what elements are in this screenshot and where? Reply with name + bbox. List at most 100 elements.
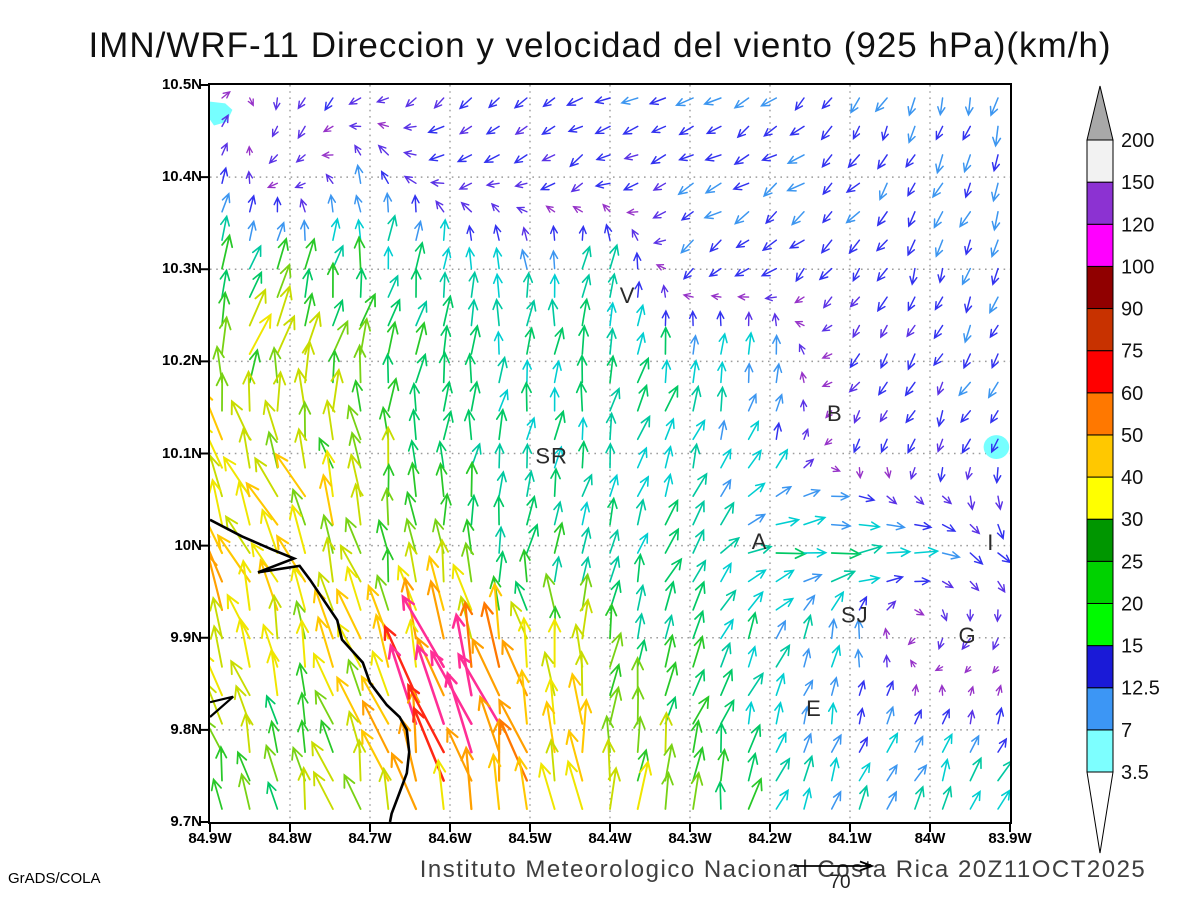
wind-arrow	[493, 330, 504, 355]
wind-arrow	[348, 97, 362, 105]
wind-arrow	[221, 113, 229, 128]
wind-arrow	[210, 477, 223, 526]
colorbar-label: 30	[1121, 509, 1143, 531]
wind-arrow	[794, 320, 805, 328]
wind-arrow	[830, 790, 842, 810]
wind-arrow	[248, 270, 263, 298]
wind-arrow	[821, 352, 833, 359]
wind-arrow	[383, 191, 393, 213]
wind-field-canvas: V B SR A I SJ G E	[210, 85, 1010, 822]
wind-arrow	[849, 353, 861, 369]
colorbar-label: 15	[1121, 636, 1143, 658]
wind-arrow	[581, 273, 592, 298]
wind-arrow	[210, 722, 223, 754]
wind-arrow	[821, 154, 833, 168]
wind-arrow	[995, 684, 1003, 696]
wind-arrow	[495, 407, 508, 441]
wind-arrow	[880, 438, 889, 454]
wind-arrow	[732, 182, 750, 191]
wind-arrow	[858, 595, 868, 611]
wind-arrow	[825, 410, 833, 419]
wind-arrow	[664, 613, 675, 640]
wind-arrow	[786, 154, 805, 165]
wind-arrow	[720, 618, 734, 640]
wind-arrow	[716, 385, 727, 412]
wind-arrow	[276, 221, 286, 241]
wind-arrow	[435, 461, 448, 498]
wind-arrow	[524, 326, 536, 355]
wind-arrow	[824, 438, 833, 446]
wind-arrow	[435, 199, 445, 213]
reference-vector-label: 70	[829, 872, 851, 893]
wind-arrow	[230, 659, 251, 697]
wind-arrow	[663, 742, 676, 782]
wind-arrow	[594, 125, 611, 135]
wind-arrow	[881, 125, 889, 142]
wind-arrow	[991, 182, 1000, 203]
wind-arrow	[775, 393, 784, 412]
wind-arrow	[907, 182, 916, 197]
wind-arrow	[747, 611, 758, 640]
wind-arrow	[359, 292, 376, 327]
wind-arrow	[517, 616, 532, 668]
wind-arrow	[692, 609, 705, 640]
wind-arrow	[789, 125, 805, 136]
wind-arrow	[720, 561, 732, 583]
wind-arrow	[496, 470, 507, 498]
wind-arrow	[372, 612, 390, 668]
wind-arrow	[315, 615, 334, 668]
wind-arrow	[246, 145, 253, 156]
colorbar-label: 25	[1121, 551, 1143, 573]
wind-arrow	[636, 638, 648, 668]
wind-arrow	[775, 788, 789, 810]
wind-arrow	[609, 473, 619, 497]
wind-arrow	[609, 528, 620, 554]
wind-arrow	[498, 388, 509, 412]
wind-arrow	[914, 785, 925, 810]
colorbar-label: 60	[1121, 383, 1143, 405]
wind-arrow	[794, 97, 805, 112]
wind-arrow	[414, 219, 424, 241]
wind-arrow	[803, 594, 816, 611]
wind-arrow	[351, 378, 363, 412]
wind-arrow	[733, 97, 750, 109]
wind-arrow	[820, 239, 833, 254]
wind-arrow	[937, 637, 945, 651]
wind-arrow	[570, 182, 584, 193]
wind-arrow	[876, 296, 888, 313]
wind-arrow	[907, 239, 916, 257]
wind-arrow	[622, 125, 639, 135]
wind-arrow	[678, 125, 694, 136]
colorbar-segment	[1086, 476, 1114, 520]
wind-arrow	[242, 369, 256, 412]
wind-arrow	[736, 125, 750, 139]
wind-arrow	[488, 97, 500, 109]
wind-arrow	[297, 125, 306, 140]
wind-arrow	[219, 268, 231, 298]
wind-arrow	[552, 359, 562, 384]
wind-arrow	[678, 153, 694, 162]
wind-arrow	[692, 559, 707, 583]
wind-arrow	[468, 270, 479, 298]
wind-arrow	[464, 352, 476, 384]
wind-arrow	[319, 473, 334, 526]
wind-arrow	[682, 292, 694, 300]
wind-arrow	[519, 548, 531, 583]
y-axis-tick-label: 10.3N	[161, 260, 202, 278]
wind-arrow	[911, 683, 919, 696]
wind-arrow	[907, 296, 916, 312]
wind-arrow	[964, 97, 974, 117]
wind-arrow	[830, 644, 841, 668]
wind-arrow	[488, 581, 503, 640]
wind-arrow	[247, 194, 257, 213]
station-label: B	[827, 401, 843, 426]
colorbar-label: 200	[1121, 130, 1154, 152]
wind-arrow	[520, 380, 532, 412]
wind-arrow	[297, 691, 309, 725]
colorbar-segment	[1086, 308, 1114, 352]
wind-arrow	[936, 438, 945, 453]
wind-arrow	[487, 752, 502, 811]
wind-arrow	[438, 350, 451, 384]
wind-arrow	[830, 492, 851, 501]
station-label: SR	[535, 443, 568, 468]
